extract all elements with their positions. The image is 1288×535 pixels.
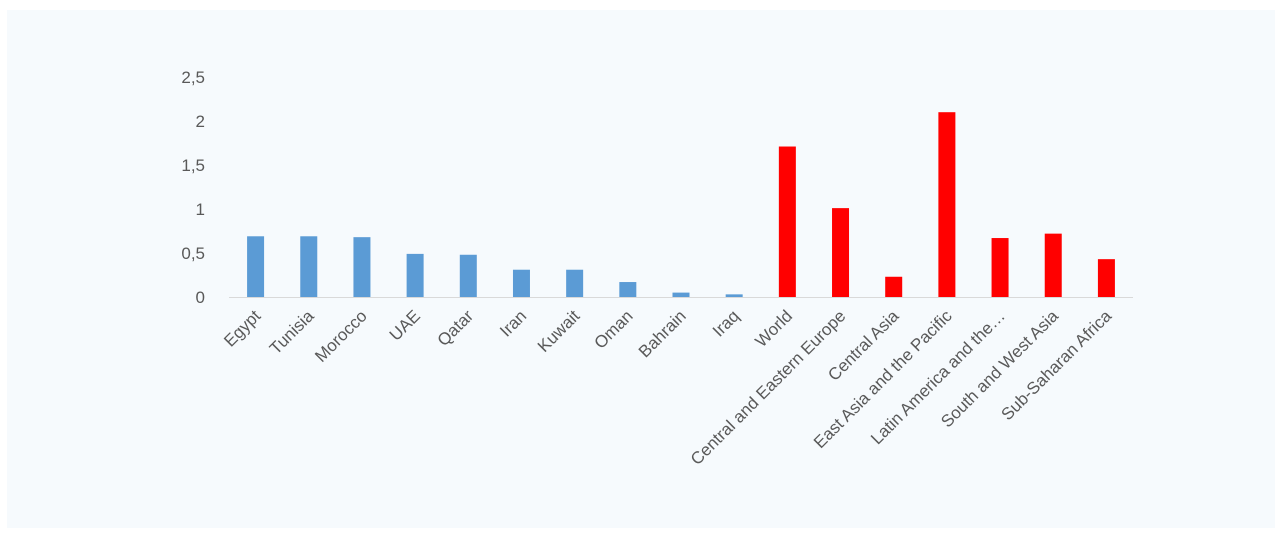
bar-iran	[512, 269, 530, 297]
bar-tunisia	[300, 236, 318, 297]
bar-central-and-eastern-europe	[832, 208, 850, 297]
chart-area: 0 0,5 1 1,5 2 2,5 Egypt Tunisia Morocco UAE Qatar…	[7, 10, 1275, 528]
y-tick-label-5: 2,5	[181, 68, 205, 87]
x-tick-label-6: Kuwait	[534, 306, 584, 356]
x-tick-label-8: Bahrain	[635, 306, 690, 361]
bar-bahrain	[672, 292, 690, 297]
bar-morocco	[353, 237, 371, 297]
bar-central-asia	[885, 276, 903, 297]
bar-egypt	[247, 236, 265, 297]
x-tick-label-0: Egypt	[220, 306, 264, 350]
bar-iraq	[725, 294, 743, 297]
y-tick-label-4: 2	[196, 112, 205, 131]
bar-qatar	[459, 254, 477, 297]
bar-kuwait	[566, 269, 584, 297]
x-tick-label-5: Iran	[496, 306, 530, 340]
y-tick-label-3: 1,5	[181, 156, 205, 175]
x-tick-label-3: UAE	[386, 306, 424, 344]
y-axis-ticks: 0 0,5 1 1,5 2 2,5	[181, 68, 205, 307]
x-tick-label-9: Iraq	[709, 306, 743, 340]
bar-east-asia-and-the-pacific	[938, 112, 956, 297]
x-tick-label-1: Tunisia	[266, 306, 318, 358]
x-tick-label-2: Morocco	[311, 306, 371, 366]
y-tick-label-0: 0	[196, 288, 205, 307]
bar-uae	[406, 253, 424, 297]
x-tick-label-10: World	[752, 306, 797, 351]
x-tick-label-4: Qatar	[434, 306, 478, 350]
bar-sub-saharan-africa	[1097, 259, 1115, 297]
bar-latin-america-and-the	[991, 238, 1009, 297]
y-tick-label-2: 1	[196, 200, 205, 219]
bar-oman	[619, 282, 637, 297]
bar-world	[778, 146, 796, 297]
bar-series	[247, 112, 1115, 297]
bar-south-and-west-asia	[1044, 233, 1062, 297]
y-tick-label-1: 0,5	[181, 244, 205, 263]
x-tick-label-7: Oman	[590, 306, 636, 352]
